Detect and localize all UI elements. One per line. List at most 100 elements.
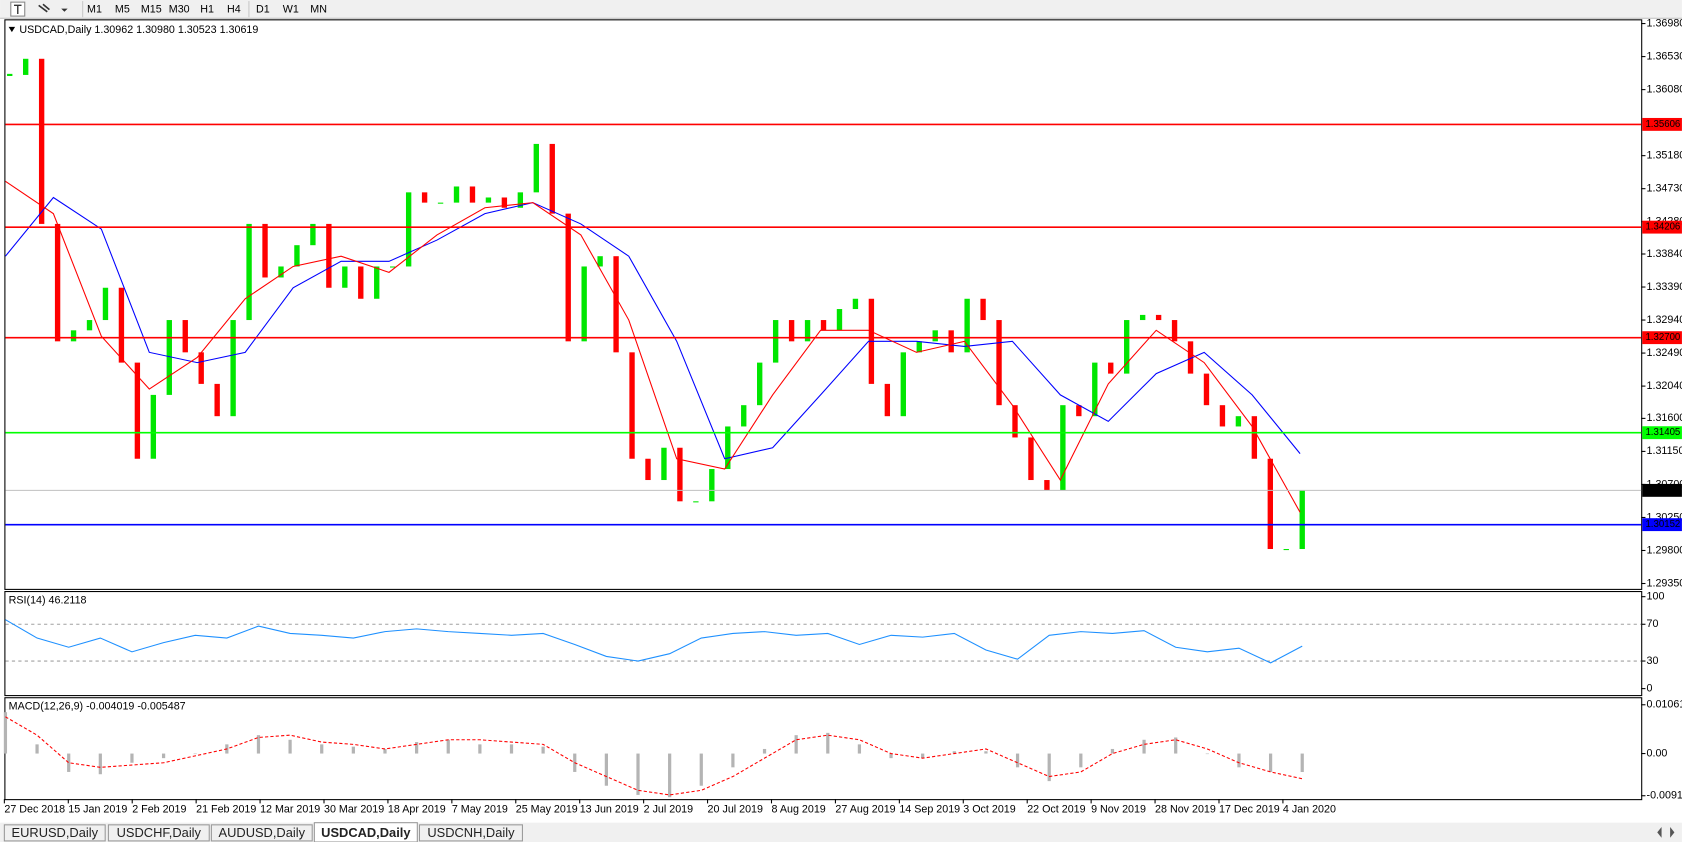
macd-histogram-bar — [1015, 753, 1020, 768]
tab-label[interactable]: USDCHF,Daily — [117, 825, 202, 840]
timeframe-button[interactable]: D1 — [256, 3, 270, 15]
price-tick-label: 1.29800 — [1647, 544, 1682, 556]
macd-histogram-bar — [193, 753, 197, 755]
candle-body — [980, 298, 986, 321]
candle-body — [86, 320, 93, 331]
price-level-label: 1.34206 — [1645, 222, 1680, 233]
date-label: 17 Dec 2019 — [1219, 804, 1280, 816]
tab[interactable] — [313, 822, 418, 842]
candle-body — [932, 330, 938, 342]
candle-body — [517, 192, 524, 208]
candle-body — [469, 186, 476, 203]
candle-body — [214, 383, 220, 417]
macd-histogram-bar — [1268, 753, 1273, 772]
candle-body — [661, 447, 667, 481]
timeframe-button[interactable]: MN — [310, 3, 327, 15]
candle-body — [1203, 373, 1210, 406]
macd-histogram-bar — [1174, 737, 1178, 754]
timeframe-button[interactable]: M1 — [87, 3, 102, 15]
rsi-tick-label: 30 — [1647, 655, 1659, 667]
date-label: 21 Feb 2019 — [196, 804, 256, 816]
macd-tick-label: 0.010615 — [1647, 699, 1682, 711]
tab[interactable] — [3, 824, 106, 842]
candle-body — [820, 320, 827, 331]
timeframe-button[interactable]: M15 — [141, 3, 162, 15]
macd-histogram-bar — [98, 753, 102, 775]
price-level-label: 1.35606 — [1645, 119, 1680, 130]
candle-body — [549, 143, 555, 214]
price-tick-label: 1.33840 — [1647, 248, 1682, 260]
timeframe-button[interactable]: W1 — [283, 3, 299, 15]
macd-histogram-bar — [1110, 748, 1115, 754]
candle-body — [23, 58, 29, 75]
macd-histogram-bar — [889, 753, 893, 759]
candle-body — [230, 320, 236, 417]
macd-histogram-bar — [952, 751, 956, 754]
candle-body — [166, 320, 172, 395]
price-tick-label: 1.36980 — [1647, 17, 1682, 29]
macd-pane — [4, 697, 1643, 801]
date-label: 7 May 2019 — [452, 804, 508, 816]
candle-body — [645, 458, 651, 481]
candle-body — [1235, 416, 1242, 427]
macd-histogram-bar — [383, 748, 387, 754]
candle-body — [1219, 405, 1226, 427]
macd-histogram-bar — [1047, 753, 1051, 782]
tab[interactable] — [210, 824, 313, 842]
chart-header: USDCAD,Daily 1.30962 1.30980 1.30523 1.3… — [19, 24, 258, 36]
tab-label[interactable]: USDCNH,Daily — [427, 825, 515, 840]
candle-body — [1171, 320, 1178, 342]
macd-histogram-bar — [921, 753, 925, 759]
macd-histogram-bar — [604, 753, 608, 786]
candle-body — [134, 362, 141, 459]
candle-body — [342, 266, 348, 288]
price-tick-label: 1.35180 — [1647, 149, 1682, 161]
price-level-label: 1.30152 — [1645, 519, 1680, 530]
candle-body — [294, 245, 300, 267]
candle-body — [405, 192, 412, 267]
candle-body — [70, 330, 77, 342]
price-tick-label: 1.29350 — [1647, 577, 1682, 589]
macd-histogram-bar — [668, 753, 672, 798]
objects-tool[interactable] — [38, 3, 50, 13]
tab-label[interactable]: USDCAD,Daily — [321, 825, 411, 840]
candle-body — [613, 256, 619, 353]
candle-body — [150, 394, 157, 459]
tab-label[interactable]: AUDUSD,Daily — [219, 825, 306, 840]
candle-body — [501, 197, 508, 208]
candle-body — [1299, 490, 1305, 550]
candle-body — [421, 192, 428, 203]
tab[interactable] — [107, 824, 210, 842]
tab-scroll-right[interactable] — [1670, 826, 1675, 838]
macd-histogram-bar — [35, 744, 39, 754]
candle-body — [565, 213, 571, 342]
timeframe-button[interactable]: M5 — [115, 3, 130, 15]
price-tick-label: 1.36530 — [1647, 50, 1682, 62]
candle-body — [1076, 405, 1082, 417]
candle-body — [118, 287, 125, 363]
candle-body — [437, 202, 444, 204]
moving-average-slow — [5, 196, 1301, 460]
tab-label[interactable]: EURUSD,Daily — [12, 825, 99, 840]
dropdown-arrow[interactable] — [61, 8, 68, 12]
rsi-tick-label: 70 — [1647, 618, 1659, 630]
candle-body — [725, 426, 731, 470]
date-label: 20 Jul 2019 — [708, 804, 763, 816]
macd-histogram-bar — [794, 735, 798, 754]
candle-body — [1044, 480, 1050, 491]
date-label: 25 May 2019 — [516, 804, 578, 816]
timeframe-button[interactable]: H1 — [200, 3, 214, 15]
candle-body — [374, 266, 380, 299]
candle-body — [757, 362, 763, 406]
timeframe-button[interactable]: H4 — [227, 3, 241, 15]
timeframe-button[interactable]: M30 — [169, 3, 190, 15]
macd-histogram-bar — [541, 746, 545, 754]
candle-body — [1251, 416, 1258, 459]
candle-body — [741, 405, 747, 427]
price-tick-label: 1.36080 — [1647, 83, 1682, 95]
tab[interactable] — [418, 824, 523, 842]
macd-histogram-bar — [826, 732, 830, 754]
tab-scroll-left[interactable] — [1657, 826, 1662, 838]
candle-body — [38, 58, 45, 224]
candle-body — [1267, 458, 1273, 550]
